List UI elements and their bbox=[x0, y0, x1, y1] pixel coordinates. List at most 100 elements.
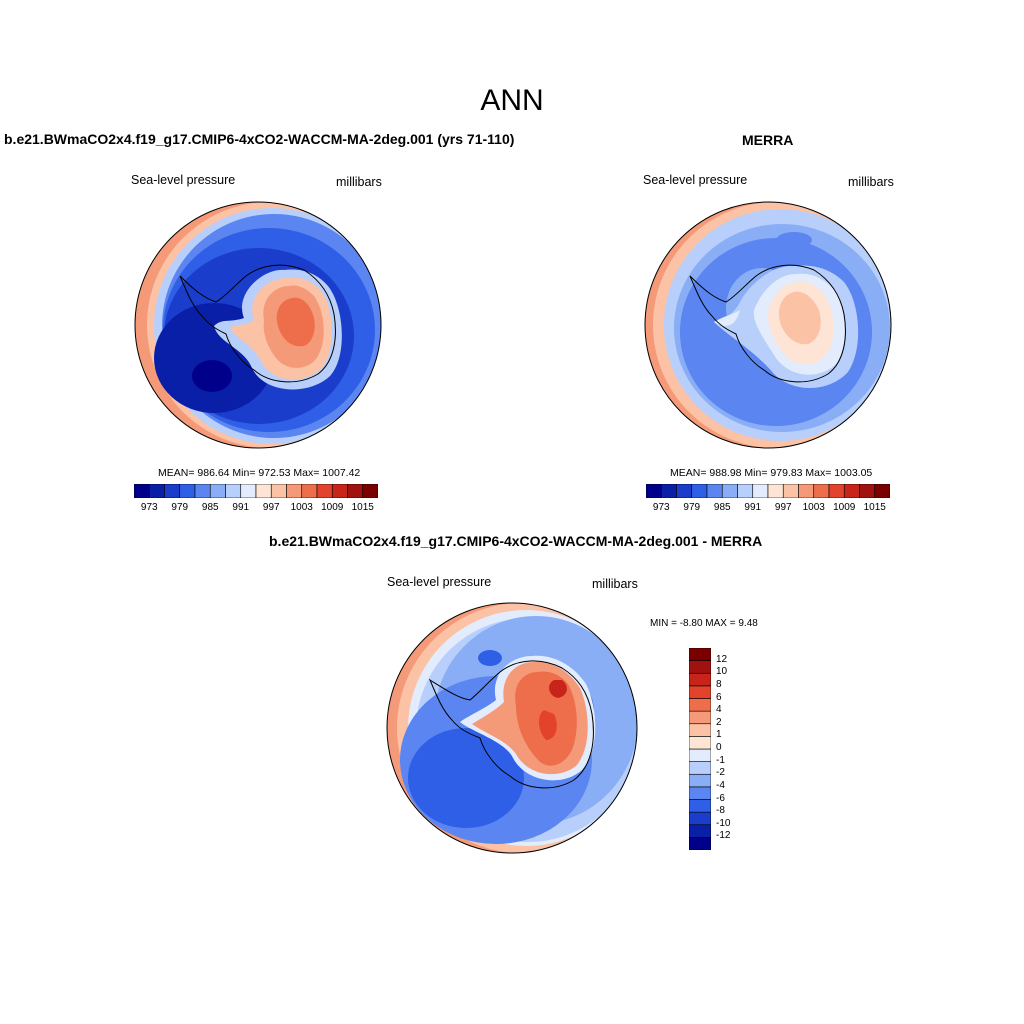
colorbar-swatch bbox=[194, 484, 211, 498]
colorbar-swatch bbox=[689, 837, 711, 850]
colorbar-swatch bbox=[706, 484, 723, 498]
panel-1-variable-label: Sea-level pressure bbox=[131, 173, 236, 187]
panel-3-variable-label: Sea-level pressure bbox=[387, 575, 492, 589]
colorbar-tick-label: 0 bbox=[716, 742, 722, 753]
panel-1-colorbar-ticks: 973 979 985 991 997 1003 1009 1015 bbox=[134, 502, 378, 516]
colorbar-tick-label: 973 bbox=[140, 502, 158, 513]
colorbar-tick-label: 1009 bbox=[833, 502, 856, 513]
colorbar-tick-label: 1003 bbox=[290, 502, 313, 513]
panel-2-title: MERRA bbox=[742, 132, 794, 148]
panel-1-colorbar bbox=[134, 484, 378, 498]
main-title: ANN bbox=[480, 84, 544, 117]
panel-2-stats: MEAN= 988.98 Min= 979.83 Max= 1003.05 bbox=[670, 467, 873, 479]
colorbar-swatch bbox=[689, 786, 711, 800]
colorbar-tick-label: 979 bbox=[683, 502, 701, 513]
colorbar-swatch bbox=[347, 484, 364, 498]
colorbar-swatch bbox=[286, 484, 303, 498]
colorbar-swatch bbox=[164, 484, 181, 498]
colorbar-swatch bbox=[691, 484, 708, 498]
colorbar-swatch bbox=[301, 484, 318, 498]
colorbar-swatch bbox=[255, 484, 272, 498]
colorbar-swatch bbox=[270, 484, 287, 498]
colorbar-tick-label: 991 bbox=[744, 502, 762, 513]
colorbar-swatch bbox=[843, 484, 860, 498]
colorbar-swatch bbox=[689, 773, 711, 788]
panel-3-colorbar bbox=[689, 648, 711, 850]
colorbar-tick-label: 997 bbox=[262, 502, 280, 513]
colorbar-swatch bbox=[782, 484, 799, 498]
colorbar-swatch bbox=[859, 484, 876, 498]
panel-1-stats: MEAN= 986.64 Min= 972.53 Max= 1007.42 bbox=[158, 467, 361, 479]
colorbar-swatch bbox=[689, 685, 711, 699]
colorbar-tick-label: 6 bbox=[716, 691, 722, 703]
panel-2-polar-map bbox=[644, 201, 892, 449]
colorbar-swatch bbox=[134, 484, 150, 498]
colorbar-swatch bbox=[689, 710, 711, 725]
colorbar-swatch bbox=[721, 484, 738, 498]
panel-1-units-label: millibars bbox=[336, 175, 382, 189]
panel-1-polar-map bbox=[134, 201, 382, 449]
colorbar-tick-label: 1015 bbox=[351, 502, 374, 513]
panel-3-title: b.e21.BWmaCO2x4.f19_g17.CMIP6-4xCO2-WACC… bbox=[269, 533, 763, 549]
colorbar-swatch bbox=[689, 660, 711, 674]
colorbar-swatch bbox=[331, 484, 348, 498]
colorbar-swatch bbox=[689, 811, 711, 826]
panel-3-polar-map bbox=[386, 602, 638, 854]
panel-3-units-label: millibars bbox=[592, 577, 638, 591]
colorbar-swatch bbox=[240, 484, 257, 498]
colorbar-tick-label: 2 bbox=[716, 716, 722, 728]
colorbar-swatch bbox=[689, 824, 711, 838]
panel-2-variable-label: Sea-level pressure bbox=[643, 173, 748, 187]
colorbar-swatch bbox=[646, 484, 662, 498]
colorbar-tick-label: 1 bbox=[716, 729, 722, 741]
colorbar-swatch bbox=[767, 484, 784, 498]
colorbar-swatch bbox=[689, 761, 711, 775]
colorbar-tick-label: 1015 bbox=[863, 502, 886, 513]
colorbar-tick-label: -2 bbox=[716, 767, 725, 779]
colorbar-tick-label: 1009 bbox=[321, 502, 344, 513]
colorbar-swatch bbox=[179, 484, 196, 498]
colorbar-tick-label: -4 bbox=[716, 779, 725, 791]
panel-2-units-label: millibars bbox=[848, 175, 894, 189]
colorbar-swatch bbox=[148, 484, 165, 498]
colorbar-tick-label: 979 bbox=[171, 502, 189, 513]
colorbar-tick-label: 10 bbox=[716, 666, 728, 678]
colorbar-tick-label: 4 bbox=[716, 704, 722, 716]
colorbar-swatch bbox=[689, 799, 711, 813]
colorbar-tick-label: 985 bbox=[201, 502, 219, 513]
panel-2-colorbar-ticks: 973 979 985 991 997 1003 1009 1015 bbox=[646, 502, 890, 516]
colorbar-tick-label: 8 bbox=[716, 678, 722, 690]
panel-2-colorbar bbox=[646, 484, 890, 498]
colorbar-swatch bbox=[225, 484, 242, 498]
colorbar-swatch bbox=[689, 698, 711, 712]
colorbar-swatch bbox=[689, 648, 711, 661]
colorbar-swatch bbox=[689, 748, 711, 762]
panel-3-colorbar-ticks: 12 10 8 6 4 2 1 0 -1 -2 -4 -6 -8 -10 -12 bbox=[716, 648, 746, 850]
panel-1-title: b.e21.BWmaCO2x4.f19_g17.CMIP6-4xCO2-WACC… bbox=[4, 131, 515, 147]
colorbar-swatch bbox=[660, 484, 677, 498]
colorbar-swatch bbox=[209, 484, 226, 498]
colorbar-tick-label: 973 bbox=[652, 502, 670, 513]
colorbar-swatch bbox=[752, 484, 769, 498]
colorbar-swatch bbox=[737, 484, 754, 498]
colorbar-tick-label: -10 bbox=[716, 817, 731, 829]
colorbar-tick-label: -1 bbox=[716, 754, 725, 766]
colorbar-tick-label: 997 bbox=[774, 502, 792, 513]
colorbar-tick-label: -6 bbox=[716, 792, 725, 804]
colorbar-swatch bbox=[316, 484, 333, 498]
colorbar-tick-label: 991 bbox=[232, 502, 250, 513]
colorbar-swatch bbox=[798, 484, 815, 498]
colorbar-swatch bbox=[689, 672, 711, 687]
colorbar-tick-label: -12 bbox=[716, 830, 731, 842]
colorbar-swatch bbox=[689, 723, 711, 737]
colorbar-tick-label: 12 bbox=[716, 653, 728, 665]
colorbar-swatch bbox=[676, 484, 693, 498]
colorbar-tick-label: 985 bbox=[713, 502, 731, 513]
colorbar-swatch bbox=[874, 484, 890, 498]
colorbar-swatch bbox=[362, 484, 378, 498]
colorbar-swatch bbox=[828, 484, 845, 498]
colorbar-tick-label: -8 bbox=[716, 805, 725, 817]
colorbar-swatch bbox=[689, 736, 711, 750]
colorbar-tick-label: 1003 bbox=[802, 502, 825, 513]
panel-3-stats: MIN = -8.80 MAX = 9.48 bbox=[650, 618, 758, 629]
